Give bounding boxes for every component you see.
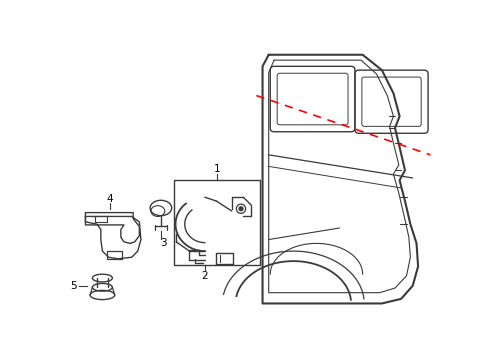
Text: 5: 5 — [70, 281, 76, 291]
Text: 1: 1 — [213, 165, 220, 175]
Circle shape — [239, 207, 243, 211]
Text: 4: 4 — [106, 194, 113, 204]
Bar — [174, 180, 260, 265]
Text: 2: 2 — [201, 271, 208, 281]
Text: 3: 3 — [160, 238, 166, 248]
